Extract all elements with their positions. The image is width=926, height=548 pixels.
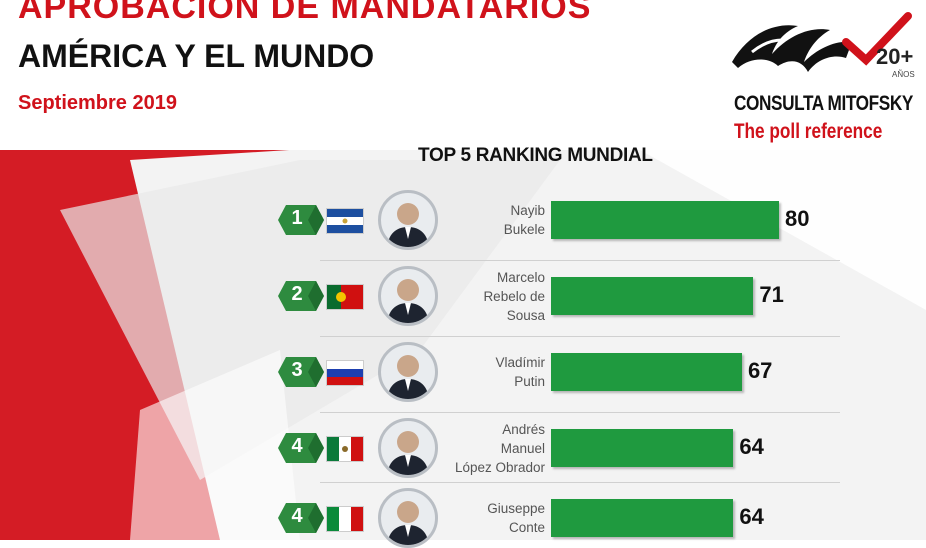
rank-badge-icon [278,503,324,533]
leader-portrait [378,342,438,402]
leader-name: Marcelo Rebelo de Sousa [370,268,545,325]
approval-value: 64 [739,504,764,529]
logo-badge: 20+ [876,44,914,69]
leader-name-line: Andrés [502,421,545,437]
leader-portrait [378,190,438,250]
italy-flag-icon [326,506,364,532]
approval-value: 80 [785,206,810,231]
leader-name-line: Bukele [503,222,545,237]
leader-name-line: Giuseppe [487,501,545,516]
person-icon [387,355,429,399]
person-icon [387,279,429,323]
leader-name: Vladímir Putin [370,353,545,391]
row-divider [320,412,840,413]
approval-value: 67 [747,358,773,383]
logo-badge-sub: AÑOS [892,70,915,79]
rank-number: 3 [291,359,303,381]
chart-title: TOP 5 RANKING MUNDIAL [418,145,653,166]
logo-name: CONSULTA MITOFSKY [734,92,913,115]
person-icon [387,203,429,247]
page-subtitle: AMÉRICA Y EL MUNDO [18,38,375,74]
leader-name: Andrés Manuel López Obrador [370,420,545,477]
rank-number: 1 [291,207,303,229]
row-divider [320,260,840,261]
page-title: APROBACIÓN DE MANDATARIOS [18,0,592,26]
leader-name-line: Putin [514,374,545,389]
el-salvador-flag-icon [326,208,364,234]
approval-bar [551,429,734,467]
leader-name-line: Nayib [510,203,545,218]
leader-name-line: Conte [508,520,545,535]
approval-bar [551,201,779,239]
row-divider [320,336,840,337]
approval-bar [551,353,742,391]
leader-name-line: López Obrador [454,459,545,475]
rank-badge-icon [278,433,324,463]
row-divider [320,482,840,483]
rank-badge-icon [278,281,324,311]
rank-number: 4 [291,435,303,457]
rank-badge-icon [278,357,324,387]
mexico-flag-icon [326,436,364,462]
leader-name: Nayib Bukele [370,201,545,239]
leader-name-line: Sousa [506,307,545,323]
mitofsky-logo [718,0,926,150]
leader-name-line: Marcelo [496,269,545,285]
leader-name-line: Manuel [500,440,545,456]
leader-name: Giuseppe Conte [370,499,545,537]
leader-portrait [378,418,438,478]
logo-tagline: The poll reference [734,120,883,143]
approval-bar [551,277,754,315]
rank-number: 4 [291,505,303,527]
portugal-flag-icon [326,284,364,310]
leader-portrait [378,266,438,326]
leader-name-line: Vladímir [495,355,545,370]
approval-value: 64 [739,434,764,459]
rank-badge-icon [278,205,324,235]
russia-flag-icon [326,360,364,386]
approval-value: 71 [759,282,784,307]
person-icon [387,431,429,475]
page-date: Septiembre 2019 [18,92,177,114]
logo-mark-icon [732,12,912,72]
leader-name-line: Rebelo de [483,288,545,304]
approval-bar [551,499,734,537]
rank-number: 2 [291,283,303,305]
